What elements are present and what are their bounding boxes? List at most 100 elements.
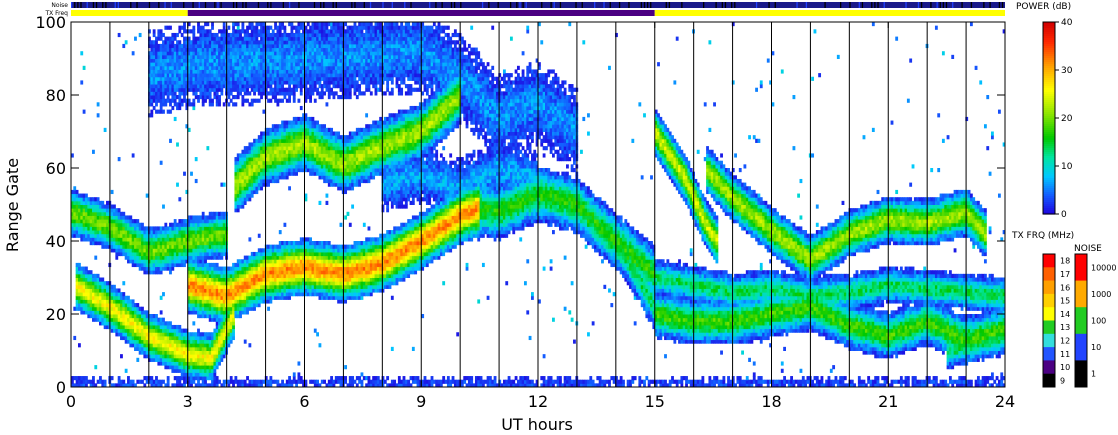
heatmap-cell xyxy=(155,376,158,381)
heatmap-cell xyxy=(134,36,137,41)
heatmap-cell xyxy=(129,248,133,253)
heatmap-cell xyxy=(145,335,149,341)
heatmap-cell xyxy=(166,237,170,242)
heatmap-cell xyxy=(110,314,114,319)
heatmap-cell xyxy=(115,292,119,297)
heatmap-cell xyxy=(82,288,86,293)
heatmap-cell xyxy=(124,40,128,45)
heatmap-cell xyxy=(150,244,154,249)
heatmap-cell xyxy=(94,273,98,278)
heatmap-cell xyxy=(124,251,128,257)
heatmap-cell xyxy=(145,332,149,337)
heatmap-cell xyxy=(178,222,182,227)
heatmap-cell xyxy=(169,76,172,81)
heatmap-cell xyxy=(115,226,119,231)
heatmap-cell xyxy=(257,303,261,308)
txfreq-strip xyxy=(71,10,1005,16)
noise-mark xyxy=(541,2,543,8)
heatmap-cell xyxy=(87,208,91,213)
heatmap-cell xyxy=(229,98,233,103)
heatmap-cell xyxy=(318,80,322,85)
heatmap-cell xyxy=(159,29,163,34)
heatmap-cell xyxy=(134,248,137,253)
heatmap-cell xyxy=(180,339,184,344)
heatmap-cell xyxy=(180,259,184,264)
heatmap-cell xyxy=(138,233,142,238)
heatmap-cell xyxy=(171,87,175,92)
heatmap-cell xyxy=(134,241,137,246)
heatmap-cell xyxy=(164,335,168,341)
heatmap-cell xyxy=(176,379,179,384)
heatmap-cell xyxy=(176,102,179,107)
heatmap-cell xyxy=(85,270,88,275)
heatmap-cell xyxy=(150,251,154,257)
heatmap-cell xyxy=(71,233,74,238)
heatmap-cell xyxy=(232,321,235,326)
heatmap-cell xyxy=(173,383,177,388)
heatmap-cell xyxy=(157,343,161,348)
heatmap-cell xyxy=(155,332,158,337)
heatmap-cell xyxy=(143,270,147,275)
heatmap-cell xyxy=(176,383,179,388)
heatmap-cell xyxy=(113,314,116,319)
heatmap-cell xyxy=(173,262,177,268)
heatmap-cell xyxy=(78,208,81,213)
heatmap-cell xyxy=(101,241,105,246)
heatmap-cell xyxy=(78,383,81,388)
heatmap-cell xyxy=(246,310,249,315)
heatmap-cell xyxy=(148,73,151,78)
heatmap-cell xyxy=(80,211,84,216)
heatmap-cell xyxy=(134,255,137,260)
heatmap-cell xyxy=(159,310,163,315)
heatmap-cell xyxy=(92,211,95,216)
heatmap-cell xyxy=(145,314,149,319)
heatmap-cell xyxy=(157,230,161,235)
heatmap-cell xyxy=(157,357,161,362)
heatmap-cell xyxy=(94,314,98,319)
heatmap-cell xyxy=(150,51,154,56)
heatmap-cell xyxy=(103,211,107,216)
heatmap-cell xyxy=(148,87,151,92)
noise-mark xyxy=(77,2,79,8)
heatmap-cell xyxy=(136,324,140,330)
heatmap-cell xyxy=(211,22,214,27)
heatmap-cell xyxy=(150,58,154,63)
heatmap-cell xyxy=(232,328,235,333)
heatmap-cell xyxy=(176,84,179,89)
heatmap-cell xyxy=(148,251,151,257)
heatmap-cell xyxy=(166,321,170,326)
heatmap-cell xyxy=(171,40,175,45)
heatmap-cell xyxy=(157,29,161,34)
heatmap-cell xyxy=(159,266,163,271)
heatmap-cell xyxy=(169,350,172,355)
heatmap-cells xyxy=(71,22,1006,388)
heatmap-cell xyxy=(96,230,100,235)
heatmap-cell xyxy=(152,259,156,264)
heatmap-cell xyxy=(155,233,158,238)
heatmap-cell xyxy=(171,47,175,52)
heatmap-cell xyxy=(101,200,105,205)
heatmap-cell xyxy=(120,295,123,300)
heatmap-cell xyxy=(124,244,128,249)
heatmap-cell xyxy=(106,288,109,293)
heatmap-cell xyxy=(171,266,175,271)
heatmap-cell xyxy=(178,73,182,78)
heatmap-cell xyxy=(232,317,235,322)
heatmap-cell xyxy=(94,219,98,224)
heatmap-cell xyxy=(157,226,161,231)
heatmap-cell xyxy=(157,91,161,96)
heatmap-cell xyxy=(283,222,287,227)
heatmap-cell xyxy=(148,328,151,333)
heatmap-cell xyxy=(82,226,86,231)
heatmap-cell xyxy=(94,197,98,202)
heatmap-cell xyxy=(157,328,161,333)
heatmap-cell xyxy=(75,299,79,304)
heatmap-cell xyxy=(150,354,154,359)
heatmap-cell xyxy=(171,95,175,100)
heatmap-cell xyxy=(110,321,114,326)
heatmap-cell xyxy=(155,54,158,59)
heatmap-cell xyxy=(171,357,175,362)
heatmap-cell xyxy=(150,241,154,246)
heatmap-cell xyxy=(215,262,219,268)
heatmap-cell xyxy=(82,299,86,304)
